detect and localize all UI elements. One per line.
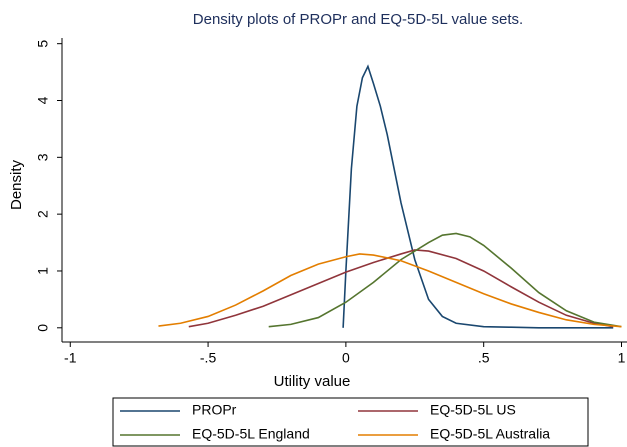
y-tick-label: 4 — [35, 96, 51, 104]
y-tick-label: 0 — [35, 324, 51, 332]
legend — [112, 397, 589, 447]
y-tick-label: 1 — [35, 267, 51, 275]
x-tick-label: .5 — [478, 350, 490, 366]
legend-label: EQ-5D-5L US — [430, 402, 516, 418]
series-line — [268, 232, 622, 328]
y-tick-label: 2 — [35, 210, 51, 218]
series-line — [188, 249, 614, 328]
x-tick-label: 1 — [618, 350, 626, 366]
x-tick-label: -.5 — [200, 350, 217, 366]
y-tick-label: 3 — [35, 153, 51, 161]
y-axis-label: Density — [8, 159, 25, 210]
chart-title: Density plots of PROPr and EQ-5D-5L valu… — [193, 11, 523, 28]
x-tick-label: -1 — [64, 350, 77, 366]
legend-label: EQ-5D-5L Australia — [430, 426, 550, 442]
legend-label: PROPr — [192, 402, 237, 418]
series-line — [158, 253, 622, 328]
y-tick-label: 5 — [35, 40, 51, 48]
x-tick-label: 0 — [342, 350, 350, 366]
series-line — [342, 64, 614, 329]
x-axis-label: Utility value — [274, 373, 351, 390]
legend-label: EQ-5D-5L England — [192, 426, 310, 442]
